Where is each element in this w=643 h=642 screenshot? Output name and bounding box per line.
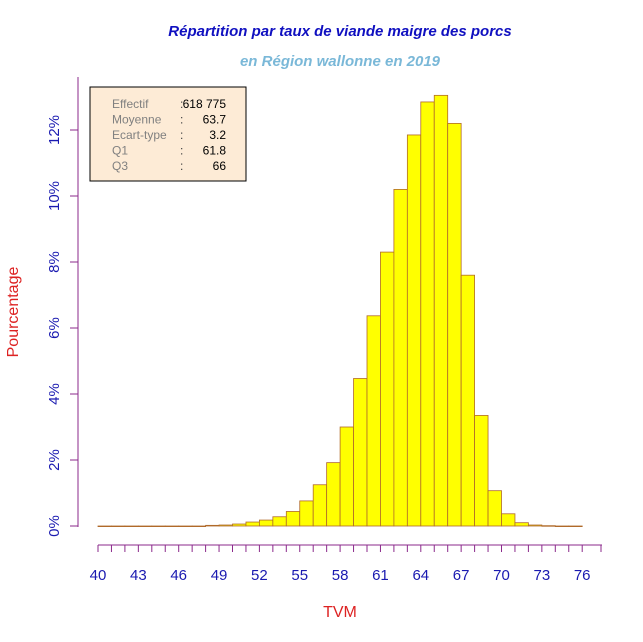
x-tick-label: 73 bbox=[534, 567, 551, 584]
y-tick-label: 12% bbox=[46, 115, 63, 145]
bar-57 bbox=[326, 462, 341, 527]
stat-separator: : bbox=[180, 144, 183, 158]
bar-68 bbox=[474, 415, 489, 527]
bar-67 bbox=[460, 274, 475, 527]
bar-55 bbox=[299, 500, 314, 527]
bar-43 bbox=[137, 525, 153, 528]
bar-72 bbox=[528, 524, 543, 527]
bar-73 bbox=[541, 525, 556, 527]
bar-74 bbox=[554, 525, 570, 528]
y-axis-label: Pourcentage bbox=[5, 267, 22, 358]
bar-64 bbox=[420, 101, 435, 527]
x-tick-label: 67 bbox=[453, 567, 470, 584]
bars-group bbox=[97, 94, 583, 528]
bar-41 bbox=[111, 525, 126, 528]
bar-46 bbox=[178, 525, 193, 528]
bar-61 bbox=[380, 251, 395, 527]
stat-separator: : bbox=[180, 113, 183, 127]
bar-58 bbox=[339, 426, 354, 527]
bar-65 bbox=[433, 94, 449, 527]
x-tick-label: 61 bbox=[372, 567, 389, 584]
bar-47 bbox=[191, 525, 206, 528]
chart-title: Répartition par taux de viande maigre de… bbox=[168, 23, 511, 40]
bar-66 bbox=[447, 123, 462, 527]
bar-52 bbox=[258, 519, 274, 527]
x-tick-label: 43 bbox=[130, 567, 147, 584]
bar-53 bbox=[272, 516, 287, 527]
x-tick-label: 55 bbox=[291, 567, 308, 584]
y-tick-label: 8% bbox=[46, 251, 63, 273]
bar-48 bbox=[205, 524, 220, 527]
bar-71 bbox=[514, 522, 529, 527]
x-tick-label: 70 bbox=[493, 567, 510, 584]
stat-value: 63.7 bbox=[203, 113, 227, 127]
stats-rows: Effectif:618 775Moyenne:63.7Ecart-type:3… bbox=[112, 97, 226, 173]
y-tick-label: 2% bbox=[46, 449, 63, 471]
bar-63 bbox=[406, 134, 422, 527]
stats-box: Effectif:618 775Moyenne:63.7Ecart-type:3… bbox=[89, 86, 247, 182]
x-tick-label: 49 bbox=[211, 567, 228, 584]
bar-44 bbox=[151, 525, 166, 528]
bar-50 bbox=[232, 523, 247, 527]
bar-51 bbox=[245, 521, 260, 527]
x-tick-label: 46 bbox=[170, 567, 187, 584]
stat-value: 3.2 bbox=[209, 128, 226, 142]
y-tick-label: 4% bbox=[46, 383, 63, 405]
x-tick-label: 52 bbox=[251, 567, 268, 584]
bar-56 bbox=[312, 484, 328, 527]
x-tick-label: 64 bbox=[412, 567, 429, 584]
stat-label: Moyenne bbox=[112, 113, 162, 127]
x-tick-label: 40 bbox=[90, 567, 107, 584]
stat-value: 61.8 bbox=[203, 144, 227, 158]
stat-label: Q3 bbox=[112, 159, 128, 173]
bar-49 bbox=[218, 524, 233, 527]
bar-75 bbox=[568, 525, 583, 528]
y-tick-label: 6% bbox=[46, 317, 63, 339]
x-axis: 40 43 46 49 52 55 58 61 64 67 70 73 76 bbox=[90, 545, 602, 584]
bar-45 bbox=[164, 525, 180, 528]
bar-62 bbox=[393, 188, 408, 527]
bar-40 bbox=[97, 525, 112, 528]
bar-59 bbox=[353, 378, 368, 527]
stat-label: Q1 bbox=[112, 144, 128, 158]
stat-label: Ecart-type bbox=[112, 128, 167, 142]
stat-value: 618 775 bbox=[183, 97, 227, 111]
stat-label: Effectif bbox=[112, 97, 149, 111]
chart-subtitle: en Région wallonne en 2019 bbox=[240, 53, 441, 70]
bar-42 bbox=[124, 525, 139, 528]
bar-69 bbox=[487, 490, 502, 527]
bar-60 bbox=[366, 315, 381, 527]
stat-separator: : bbox=[180, 128, 183, 142]
y-axis: 0% 2% 4% 6% 8% 10% 12% bbox=[46, 115, 78, 537]
stat-separator: : bbox=[180, 159, 183, 173]
stats-box-background bbox=[89, 86, 247, 182]
bar-54 bbox=[285, 511, 301, 527]
stat-value: 66 bbox=[213, 159, 227, 173]
x-tick-label: 76 bbox=[574, 567, 591, 584]
stat-separator: : bbox=[180, 97, 183, 111]
y-tick-label: 0% bbox=[46, 515, 63, 537]
bar-70 bbox=[501, 513, 516, 527]
y-tick-label: 10% bbox=[46, 181, 63, 211]
x-axis-label: TVM bbox=[323, 604, 357, 621]
x-tick-label: 58 bbox=[332, 567, 349, 584]
